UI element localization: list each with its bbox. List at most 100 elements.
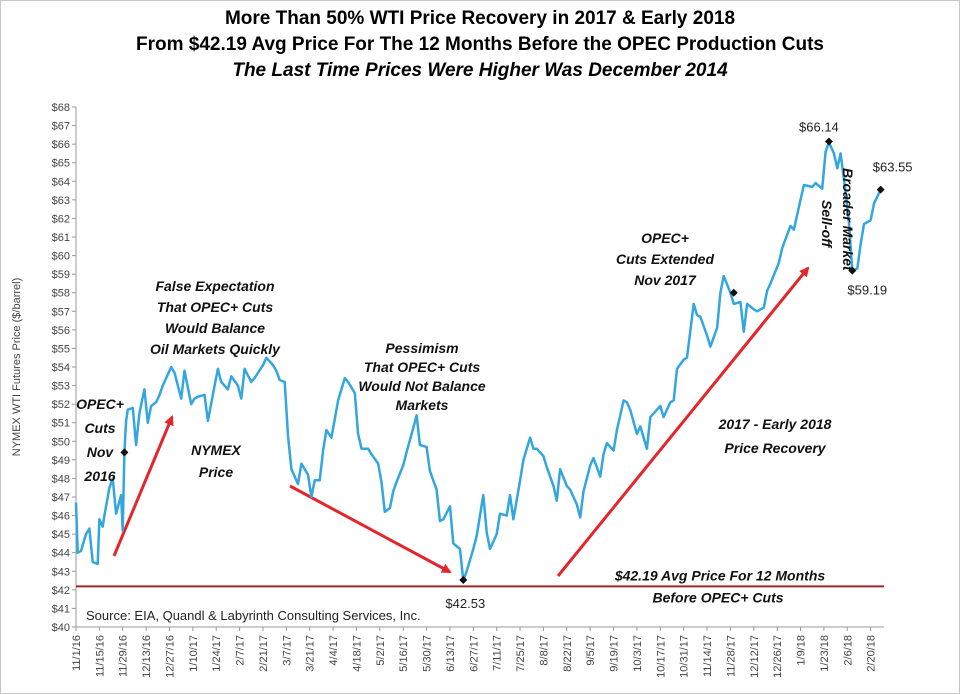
x-tick-label: 11/29/16 (118, 635, 130, 677)
x-tick-label: 2/21/17 (258, 635, 270, 672)
price-marker-label: $42.53 (445, 596, 485, 611)
x-tick-label: 1/9/18 (796, 635, 808, 666)
source-note: Source: EIA, Quandl & Labyrinth Consulti… (86, 608, 421, 623)
x-tick-label: 8/8/17 (538, 635, 550, 666)
price-marker (120, 448, 129, 457)
y-tick-label: $47 (52, 492, 70, 504)
annotation-pessimism: Markets (396, 397, 449, 413)
x-tick-label: 11/1/16 (71, 635, 83, 671)
y-tick-label: $43 (52, 566, 70, 578)
annotation-price-recovery: 2017 - Early 2018 (718, 416, 832, 432)
x-tick-label: 4/18/17 (351, 635, 363, 672)
y-tick-label: $60 (52, 251, 70, 263)
x-tick-label: 9/5/17 (585, 635, 597, 666)
price-marker-label: $66.14 (799, 120, 839, 135)
annotation-pessimism: That OPEC+ Cuts (364, 359, 481, 375)
x-tick-label: 12/13/16 (141, 635, 153, 678)
y-tick-label: $56 (52, 325, 70, 337)
x-tick-label: 10/3/17 (632, 635, 644, 672)
annotation-cuts-extended: OPEC+ (641, 230, 689, 246)
y-tick-label: $51 (52, 418, 70, 430)
price-marker (824, 137, 833, 146)
y-tick-label: $59 (52, 269, 70, 281)
x-tick-label: 12/12/17 (749, 635, 761, 678)
y-tick-label: $48 (52, 473, 70, 485)
annotation-selloff: Sell-off (819, 200, 835, 249)
x-tick-label: 2/6/18 (842, 635, 854, 666)
average-price-label: $42.19 Avg Price For 12 Months (614, 567, 826, 583)
annotation-cuts-extended: Cuts Extended (616, 251, 714, 267)
annotation-false-expectation: That OPEC+ Cuts (157, 299, 274, 315)
annotation-cuts-extended: Nov 2017 (634, 272, 697, 288)
y-tick-label: $68 (52, 102, 70, 114)
x-tick-label: 6/13/17 (445, 635, 457, 672)
annotation-nymex-price: NYMEX (191, 442, 242, 458)
x-tick-label: 7/11/17 (492, 635, 504, 671)
x-tick-label: 6/27/17 (468, 635, 480, 672)
y-tick-label: $63 (52, 195, 70, 207)
x-tick-label: 5/30/17 (422, 635, 434, 672)
x-tick-label: 11/14/17 (702, 635, 714, 677)
y-tick-label: $44 (52, 548, 70, 560)
x-tick-label: 1/23/18 (819, 635, 831, 672)
chart-subtitle-italic: The Last Time Prices Were Higher Was Dec… (232, 60, 728, 81)
x-tick-label: 12/26/17 (772, 635, 784, 678)
y-tick-label: $45 (52, 529, 70, 541)
annotation-pessimism: Pessimism (385, 340, 458, 356)
y-tick-label: $46 (52, 511, 70, 523)
y-axis-title: NYMEX WTI Futures Price ($/barrel) (11, 278, 23, 456)
y-tick-label: $67 (52, 121, 70, 133)
y-tick-label: $64 (52, 176, 70, 188)
y-tick-label: $58 (52, 288, 70, 300)
x-tick-label: 3/7/17 (281, 635, 293, 666)
y-tick-label: $57 (52, 306, 70, 318)
price-marker (876, 185, 885, 194)
price-marker-label: $59.19 (847, 283, 887, 298)
x-tick-label: 5/16/17 (398, 635, 410, 672)
x-tick-label: 7/25/17 (515, 635, 527, 672)
annotation-opec-cuts-2016: Cuts (84, 420, 115, 436)
y-tick-label: $42 (52, 585, 70, 597)
x-tick-label: 12/27/16 (164, 635, 176, 678)
x-tick-label: 5/2/17 (375, 635, 387, 666)
y-tick-label: $52 (52, 399, 70, 411)
price-marker (459, 576, 468, 585)
trend-arrow (289, 484, 452, 574)
chart-title: More Than 50% WTI Price Recovery in 2017… (224, 8, 736, 29)
x-tick-label: 8/22/17 (562, 635, 574, 672)
annotation-opec-cuts-2016: OPEC+ (76, 396, 124, 412)
x-tick-label: 3/21/17 (305, 635, 317, 672)
price-marker-label: $63.55 (873, 160, 913, 175)
y-tick-label: $55 (52, 343, 70, 355)
y-tick-label: $65 (52, 158, 70, 170)
annotation-opec-cuts-2016: Nov (87, 444, 115, 460)
y-tick-label: $62 (52, 213, 70, 225)
annotation-nymex-price: Price (199, 464, 233, 480)
annotation-false-expectation: False Expectation (155, 278, 274, 294)
price-marker (729, 288, 738, 297)
y-tick-label: $66 (52, 139, 70, 151)
annotation-pessimism: Would Not Balance (358, 378, 486, 394)
annotation-false-expectation: Would Balance (165, 320, 265, 336)
x-tick-label: 4/4/17 (328, 635, 340, 666)
y-tick-label: $40 (52, 622, 70, 634)
y-tick-label: $49 (52, 455, 70, 467)
x-tick-label: 11/15/16 (94, 635, 106, 677)
annotation-false-expectation: Oil Markets Quickly (150, 341, 281, 357)
trend-arrow (112, 415, 174, 557)
x-tick-label: 2/20/18 (866, 635, 878, 672)
x-tick-label: 10/17/17 (655, 635, 667, 678)
x-tick-label: 1/10/17 (188, 635, 200, 672)
annotation-broader-market: Broader Market (840, 168, 856, 272)
y-tick-label: $53 (52, 381, 70, 393)
y-tick-label: $54 (52, 362, 70, 374)
y-tick-label: $41 (52, 603, 70, 615)
x-tick-label: 1/24/17 (211, 635, 223, 672)
price-marker (848, 266, 857, 275)
annotation-price-recovery: Price Recovery (724, 440, 826, 456)
x-tick-label: 10/31/17 (679, 635, 691, 678)
x-tick-label: 11/28/17 (725, 635, 737, 677)
y-tick-label: $61 (52, 232, 70, 244)
y-tick-label: $50 (52, 436, 70, 448)
